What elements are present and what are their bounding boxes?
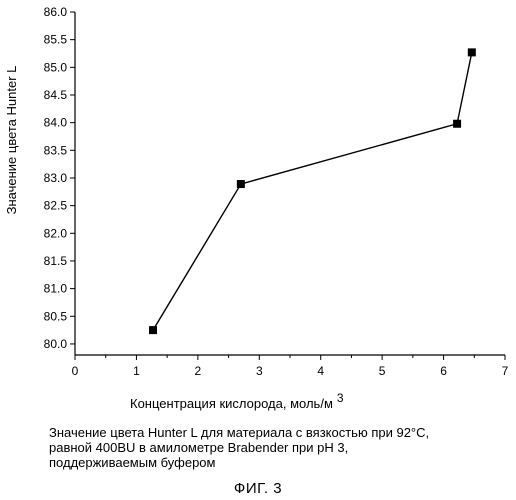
data-point [149, 326, 157, 334]
x-tick-label: 2 [195, 364, 202, 378]
y-tick-label: 80.5 [44, 309, 68, 323]
y-tick-label: 83.0 [44, 171, 68, 185]
x-tick-label: 1 [133, 364, 140, 378]
x-axis-ticks: 0 1 2 3 4 5 6 7 [72, 355, 509, 378]
y-tick-label: 84.0 [44, 116, 68, 130]
figure-caption: Значение цвета Hunter L для материала с … [49, 425, 489, 470]
chart: 0 1 2 3 4 5 6 7 80.0 80.5 81.0 81.5 82.0 82.5 83.0 83.… [0, 0, 516, 420]
y-tick-label: 82.0 [44, 226, 68, 240]
y-tick-label: 85.5 [44, 33, 68, 47]
series-line [153, 52, 472, 330]
data-point [453, 120, 461, 128]
x-tick-label: 6 [440, 364, 447, 378]
y-tick-label: 83.5 [44, 143, 68, 157]
x-tick-label: 7 [502, 364, 509, 378]
y-tick-label: 81.0 [44, 282, 68, 296]
y-tick-label: 82.5 [44, 199, 68, 213]
data-point [468, 48, 476, 56]
data-series [149, 48, 476, 334]
y-tick-label: 84.5 [44, 88, 68, 102]
y-tick-label: 85.0 [44, 60, 68, 74]
data-point [237, 180, 245, 188]
axes [75, 12, 505, 355]
figure-label: ФИГ. 3 [0, 480, 516, 497]
x-tick-label: 5 [379, 364, 386, 378]
x-tick-label: 0 [72, 364, 79, 378]
y-axis-ticks: 80.0 80.5 81.0 81.5 82.0 82.5 83.0 83.5 84.0 84.5… [44, 5, 75, 351]
y-tick-label: 86.0 [44, 5, 68, 19]
y-tick-label: 81.5 [44, 254, 68, 268]
x-axis-title: Концентрация кислорода, моль/м3 [130, 391, 344, 411]
y-axis-title: Значение цвета Hunter L [4, 66, 19, 215]
x-tick-label: 3 [256, 364, 263, 378]
y-tick-label: 80.0 [44, 337, 68, 351]
x-tick-label: 4 [317, 364, 324, 378]
